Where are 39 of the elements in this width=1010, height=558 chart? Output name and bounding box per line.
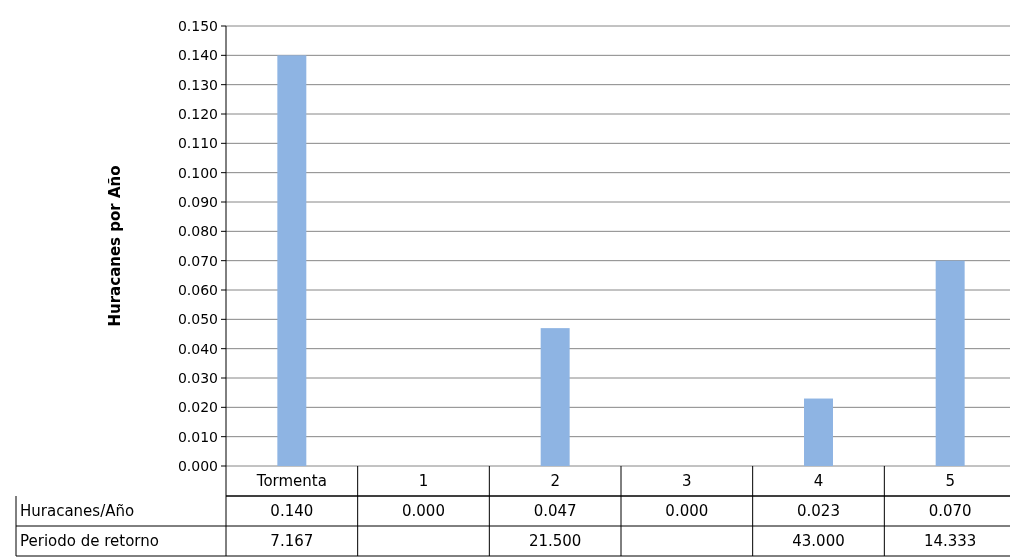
data-label: 0.140 — [270, 502, 314, 521]
y-tick-label: 0.030 — [177, 369, 218, 386]
y-tick-label: 0.040 — [177, 340, 218, 357]
y-tick-label: 0.070 — [177, 252, 218, 269]
x-tick-label: Tormenta — [255, 472, 327, 491]
data-label: 0.000 — [402, 502, 445, 521]
x-tick-label: 2 — [550, 472, 560, 491]
bar — [540, 328, 570, 466]
bar — [804, 398, 833, 466]
text: Huracanes/Año — [20, 502, 135, 521]
y-tick-label: 0.020 — [177, 399, 218, 416]
text: 7.167 — [270, 532, 314, 551]
bar — [935, 260, 965, 466]
y-tick-label: 0.010 — [177, 428, 218, 445]
y-tick-label: 0.090 — [177, 193, 218, 210]
data-label: 0.023 — [797, 502, 840, 521]
data-label: 0.000 — [665, 502, 709, 521]
y-tick-label: 0.080 — [177, 223, 218, 240]
x-tick-label: 1 — [418, 472, 429, 491]
y-tick-label: 0.130 — [177, 76, 218, 93]
text: 43.000 — [792, 532, 845, 551]
x-tick-label: 3 — [682, 472, 692, 491]
data-label: 0.047 — [533, 502, 577, 521]
y-tick-label: 0.150 — [177, 17, 218, 34]
text: 21.500 — [528, 532, 582, 551]
text: 14.333 — [923, 532, 977, 551]
bar — [277, 55, 307, 466]
x-tick-label: 4 — [813, 472, 824, 491]
y-tick-label: 0.110 — [177, 135, 218, 152]
y-axis-title: Huracanes por Año — [106, 165, 124, 327]
y-tick-label: 0.140 — [177, 47, 218, 64]
x-tick-label: 5 — [945, 472, 955, 491]
text: Periodo de retorno — [20, 532, 159, 551]
data-label: 0.070 — [928, 502, 972, 521]
y-tick-label: 0.100 — [177, 164, 218, 181]
y-tick-label: 0.060 — [177, 281, 218, 298]
y-tick-label: 0.050 — [177, 311, 218, 328]
y-tick-label: 0.120 — [177, 105, 218, 122]
y-tick-label: 0.000 — [177, 457, 218, 474]
